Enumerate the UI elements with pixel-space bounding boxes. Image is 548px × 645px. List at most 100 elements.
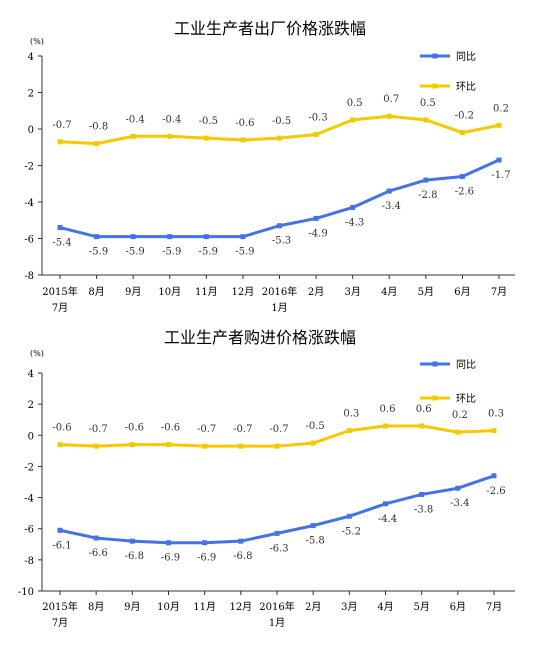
data-point: [386, 113, 392, 119]
chart-title: 工业生产者出厂价格涨跌幅: [174, 19, 366, 38]
x-tick-label: 12月: [232, 286, 255, 298]
data-point: [386, 188, 392, 194]
data-label: -0.7: [269, 424, 288, 435]
data-label: -6.9: [197, 553, 216, 564]
y-tick-label: -10: [18, 587, 34, 598]
data-label: 0.2: [493, 103, 509, 114]
legend-label: 环比: [456, 81, 476, 93]
data-point: [491, 428, 497, 434]
legend-marker: [432, 361, 438, 367]
data-point: [57, 139, 63, 145]
x-tick-label: 7月: [486, 601, 502, 613]
data-point: [277, 135, 282, 141]
data-label: -5.9: [162, 247, 181, 258]
data-label: -3.4: [450, 498, 469, 509]
data-label: -0.7: [52, 120, 71, 131]
data-point: [419, 423, 425, 429]
data-point: [350, 117, 356, 123]
legend-marker: [432, 395, 438, 401]
x-tick-label: 8月: [88, 286, 104, 298]
data-point: [202, 540, 208, 546]
data-point: [93, 443, 99, 449]
data-point: [94, 141, 100, 147]
y-tick-label: -8: [24, 271, 34, 282]
data-point: [240, 234, 246, 240]
legend-label: 同比: [456, 359, 476, 371]
data-label: -0.3: [308, 112, 327, 123]
data-label: -0.8: [89, 122, 108, 133]
data-label: -6.9: [161, 553, 180, 564]
data-point: [129, 442, 135, 448]
x-tick-label: 7月: [52, 302, 68, 314]
y-tick-label: 0: [28, 125, 34, 136]
data-label: -0.6: [161, 423, 180, 434]
data-point: [346, 513, 352, 519]
y-tick-label: -4: [24, 198, 34, 209]
data-point: [455, 485, 461, 491]
data-point: [491, 473, 497, 479]
data-label: -5.9: [235, 247, 254, 258]
data-point: [238, 538, 244, 544]
x-tick-label: 2月: [305, 601, 321, 613]
y-tick-label: -6: [24, 525, 34, 536]
y-tick-label: 2: [28, 89, 34, 100]
data-point: [274, 443, 280, 449]
x-tick-label: 4月: [381, 286, 397, 298]
x-tick-label: 2015年: [42, 285, 77, 298]
data-label: -6.3: [269, 543, 288, 554]
data-point: [496, 122, 502, 128]
data-label: -0.5: [272, 116, 291, 127]
x-tick-label: 7月: [52, 617, 68, 629]
data-label: -6.1: [52, 540, 71, 551]
x-tick-label: 2015年: [42, 600, 77, 613]
data-point: [459, 130, 465, 136]
data-label: -4.9: [308, 228, 327, 239]
data-label: -0.7: [197, 424, 216, 435]
x-tick-label: 11月: [195, 286, 218, 298]
data-point: [167, 234, 173, 240]
legend-marker: [432, 83, 438, 89]
x-tick-label: 3月: [341, 601, 357, 613]
y-tick-label: -6: [24, 235, 34, 246]
data-point: [167, 133, 173, 139]
data-label: -4.3: [345, 217, 364, 228]
data-point: [94, 234, 100, 240]
x-tick-label: 1月: [271, 302, 287, 314]
data-label: 0.5: [420, 98, 436, 109]
input-price-chart: 工业生产者购进价格涨跌幅 (%) -10 -8 -6 -4 -2 0 2 4 2015年 7月 8月 9月…: [18, 328, 515, 629]
data-point: [57, 225, 63, 231]
data-label: -0.4: [162, 114, 181, 125]
data-point: [423, 177, 429, 183]
legend-label: 同比: [456, 51, 476, 63]
data-point: [130, 234, 136, 240]
data-point: [310, 440, 316, 446]
data-label: -6.8: [125, 551, 144, 562]
data-label: -6.8: [233, 551, 252, 562]
x-tick-label: 11月: [193, 601, 216, 613]
data-label: -5.9: [126, 247, 145, 258]
x-tick-label: 9月: [124, 601, 140, 613]
data-point: [496, 157, 502, 163]
x-tick-label: 2016年: [262, 285, 297, 298]
data-label: -5.9: [89, 247, 108, 258]
x-tick-label: 12月: [229, 601, 252, 613]
legend-marker: [432, 53, 438, 59]
data-label: -0.6: [235, 118, 254, 129]
y-tick-label: 4: [28, 369, 34, 380]
data-label: -2.6: [455, 186, 474, 197]
data-point: [455, 429, 461, 435]
y-tick-label: 2: [28, 400, 34, 411]
x-tick-label: 10月: [158, 286, 181, 298]
y-tick-label: 0: [28, 431, 34, 442]
data-point: [383, 501, 388, 507]
legend-label: 环比: [456, 393, 476, 405]
data-label: 0.5: [347, 98, 363, 109]
data-label: -0.6: [52, 423, 71, 434]
data-label: 0.7: [383, 94, 399, 105]
data-point: [350, 204, 356, 210]
data-label: -0.6: [125, 423, 144, 434]
data-label: -5.9: [199, 247, 218, 258]
x-tick-label: 5月: [418, 286, 434, 298]
data-point: [423, 117, 429, 123]
data-point: [238, 443, 244, 449]
